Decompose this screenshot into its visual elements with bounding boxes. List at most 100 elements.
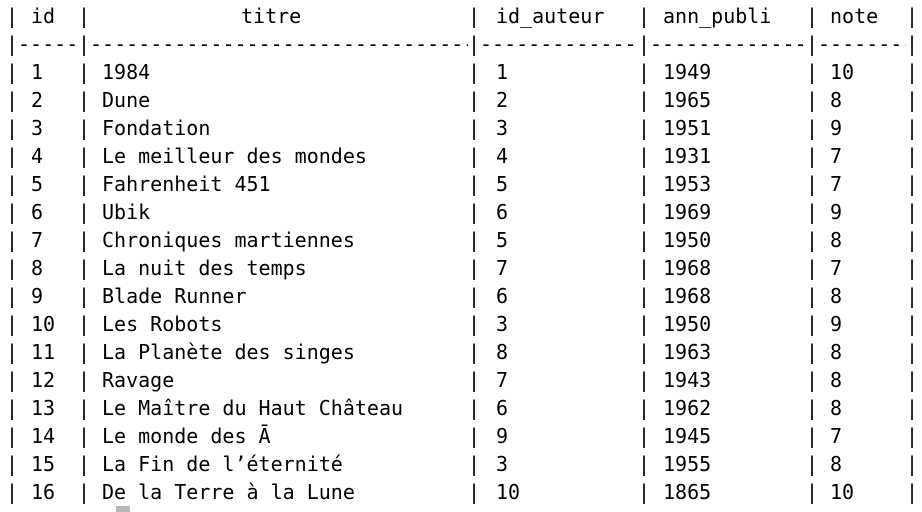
cell-note: 7: [830, 144, 843, 168]
cell-note: 9: [830, 200, 843, 224]
column-separator: |: [6, 228, 19, 252]
column-separator: |: [806, 396, 819, 420]
column-separator: |: [6, 60, 19, 84]
table-row: | | | | | | 16 De la Terre à la Lune 10 1865 10: [6, 478, 922, 506]
cell-note: 9: [830, 116, 843, 140]
column-separator: |: [638, 144, 651, 168]
cell-ann-publi: 1945: [663, 424, 712, 448]
table-header-row: | id | titre | id_auteur | ann_publi | n…: [6, 2, 922, 30]
column-separator: |: [468, 368, 481, 392]
column-rule: ----------------------------------------…: [480, 32, 638, 56]
table-row: | | | | | | 5 Fahrenheit 451 5 1953 7: [6, 170, 922, 198]
cell-ann-publi: 1965: [663, 88, 712, 112]
table-row: | | | | | | 6 Ubik 6 1969 9: [6, 198, 922, 226]
cell-id-auteur: 8: [496, 340, 509, 364]
cell-ann-publi: 1968: [663, 256, 712, 280]
column-separator: |: [6, 116, 19, 140]
cell-ann-publi: 1951: [663, 116, 712, 140]
cell-note: 7: [830, 424, 843, 448]
cell-id-auteur: 1: [496, 60, 509, 84]
column-separator: |: [638, 452, 651, 476]
cell-id-auteur: 6: [496, 200, 509, 224]
cell-id-auteur: 9: [496, 424, 509, 448]
cell-id-auteur: 6: [496, 396, 509, 420]
column-separator: |: [806, 4, 819, 28]
column-separator: |: [638, 424, 651, 448]
column-separator: |: [806, 424, 819, 448]
cell-note: 8: [830, 452, 843, 476]
column-separator: |: [78, 88, 91, 112]
column-separator: |: [6, 396, 19, 420]
column-separator: |: [906, 116, 919, 140]
column-separator: |: [78, 424, 91, 448]
cell-titre: Le Maître du Haut Château: [102, 396, 404, 420]
column-separator: |: [906, 200, 919, 224]
table-row: | | | | | | 7 Chroniques martiennes 5 1950 8: [6, 226, 922, 254]
column-separator: |: [638, 396, 651, 420]
column-separator: |: [6, 256, 19, 280]
cell-ann-publi: 1969: [663, 200, 712, 224]
column-separator: |: [806, 228, 819, 252]
column-separator: |: [6, 480, 19, 504]
cell-titre: Le meilleur des mondes: [102, 144, 367, 168]
column-rule: ----------------------------------------…: [650, 32, 806, 56]
column-separator: |: [806, 452, 819, 476]
cell-titre: Fahrenheit 451: [102, 172, 271, 196]
column-separator: |: [806, 256, 819, 280]
cell-id: 4: [31, 144, 44, 168]
column-separator: |: [906, 144, 919, 168]
cell-id: 9: [31, 284, 44, 308]
column-separator: |: [638, 4, 651, 28]
cell-id-auteur: 4: [496, 144, 509, 168]
column-separator: |: [906, 340, 919, 364]
cell-ann-publi: 1943: [663, 368, 712, 392]
cell-ann-publi: 1865: [663, 480, 712, 504]
cell-note: 8: [830, 284, 843, 308]
column-separator: |: [78, 396, 91, 420]
column-separator: |: [638, 480, 651, 504]
column-separator: |: [78, 144, 91, 168]
cell-titre: Fondation: [102, 116, 211, 140]
column-separator: |: [78, 480, 91, 504]
column-separator: |: [6, 88, 19, 112]
column-separator: |: [468, 452, 481, 476]
column-separator: |: [468, 312, 481, 336]
terminal-cursor: [116, 506, 130, 512]
column-separator: |: [78, 284, 91, 308]
column-separator: |: [468, 340, 481, 364]
cell-id: 1: [31, 60, 44, 84]
cell-note: 8: [830, 228, 843, 252]
column-separator: |: [906, 312, 919, 336]
column-separator: |: [78, 228, 91, 252]
table-row: | | | | | | 11 La Planète des singes 8 1963 8: [6, 338, 922, 366]
cell-ann-publi: 1963: [663, 340, 712, 364]
column-separator: |: [906, 32, 919, 56]
cell-id: 10: [31, 312, 56, 336]
column-separator: |: [906, 60, 919, 84]
cell-ann-publi: 1950: [663, 312, 712, 336]
column-separator: |: [6, 144, 19, 168]
column-separator: |: [468, 256, 481, 280]
column-separator: |: [638, 32, 651, 56]
table-row: | | | | | | 1 1984 1 1949 10: [6, 58, 922, 86]
cell-id: 5: [31, 172, 44, 196]
column-separator: |: [806, 172, 819, 196]
column-separator: |: [638, 60, 651, 84]
column-separator: |: [638, 172, 651, 196]
header-id-auteur: id_auteur: [496, 4, 605, 28]
header-id: id: [31, 4, 56, 28]
column-separator: |: [638, 116, 651, 140]
column-separator: |: [78, 116, 91, 140]
column-separator: |: [806, 116, 819, 140]
cell-ann-publi: 1949: [663, 60, 712, 84]
table-row: | | | | | | 9 Blade Runner 6 1968 8: [6, 282, 922, 310]
table-row: | | | | | | 13 Le Maître du Haut Château 6 1962 8: [6, 394, 922, 422]
cell-id: 8: [31, 256, 44, 280]
cell-id-auteur: 3: [496, 116, 509, 140]
cell-ann-publi: 1950: [663, 228, 712, 252]
column-separator: |: [638, 256, 651, 280]
cell-titre: Dune: [102, 88, 151, 112]
cell-id-auteur: 6: [496, 284, 509, 308]
cell-id-auteur: 3: [496, 312, 509, 336]
